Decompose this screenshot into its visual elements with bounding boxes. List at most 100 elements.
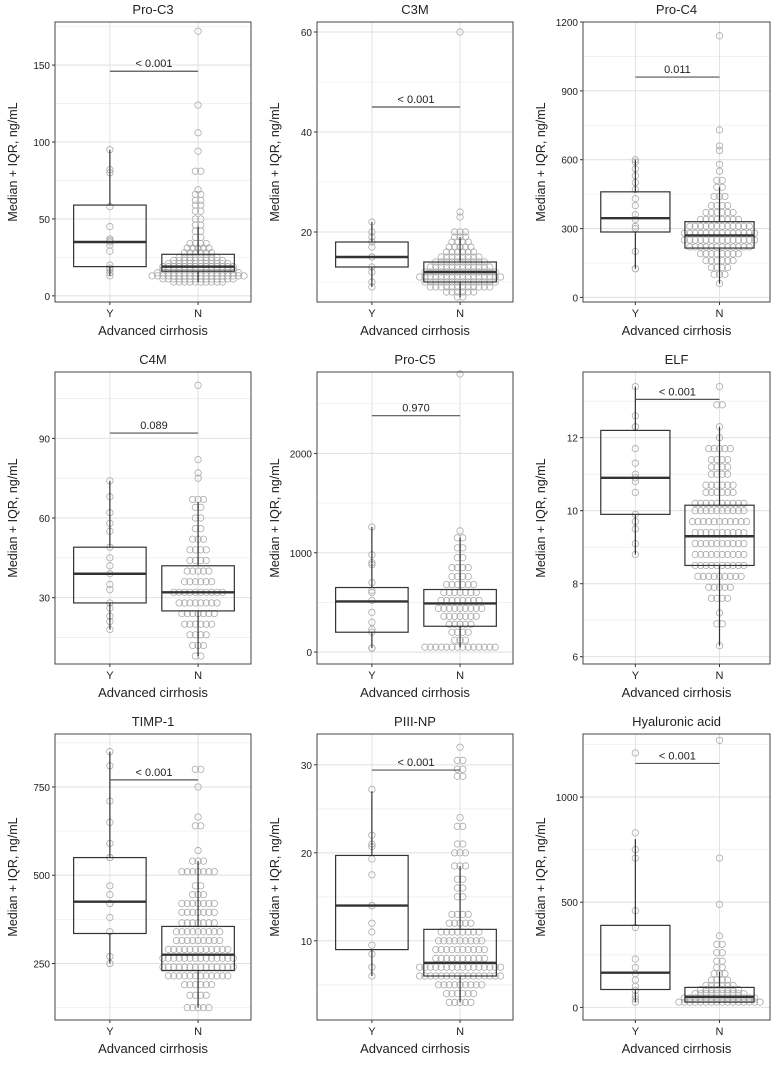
data-point-n: [729, 507, 737, 515]
data-point-n: [234, 272, 243, 280]
y-tick-label: 750: [33, 783, 50, 794]
y-tick-label: 600: [561, 156, 578, 167]
data-point-n: [721, 270, 729, 279]
data-point-n: [202, 599, 210, 607]
data-point-n: [697, 550, 705, 559]
data-point-n: [496, 273, 505, 281]
data-point-n: [724, 236, 732, 244]
data-point-n: [469, 283, 478, 291]
data-point-n: [453, 772, 461, 780]
data-point-n: [218, 945, 226, 953]
p-value-label: < 0.001: [659, 750, 696, 762]
y-tick-label: 100: [33, 138, 50, 149]
data-point-y: [631, 829, 639, 837]
data-point-n: [475, 946, 483, 954]
x-tick-label: N: [194, 1026, 202, 1038]
data-point-n: [697, 985, 705, 994]
chart-title: Hyaluronic acid: [632, 714, 721, 729]
data-point-n: [459, 263, 467, 271]
plot-frame: [54, 733, 252, 1021]
data-point-n: [199, 641, 208, 650]
x-tick-label: N: [716, 308, 724, 320]
data-point-n: [442, 273, 451, 281]
data-point-n: [426, 283, 434, 291]
data-point-n: [194, 813, 202, 821]
y-tick-label: 10: [567, 507, 579, 518]
data-point-n: [715, 854, 724, 862]
data-point-n: [729, 539, 737, 548]
iqr-box-y: [600, 924, 671, 991]
data-point-y: [106, 554, 114, 562]
data-point-n: [705, 572, 713, 580]
data-point-n: [729, 243, 737, 251]
data-point-n: [202, 256, 210, 265]
data-point-n: [210, 928, 218, 936]
data-point-n: [724, 550, 732, 559]
data-point-n: [456, 213, 464, 221]
x-tick-label: Y: [368, 308, 376, 320]
data-point-n: [437, 954, 445, 962]
data-point-n: [186, 239, 194, 248]
data-point-n: [432, 946, 440, 954]
data-point-n: [469, 989, 478, 998]
data-point-n: [189, 857, 197, 865]
data-point-n: [702, 981, 710, 989]
data-point-n: [448, 564, 456, 572]
data-point-n: [189, 891, 197, 899]
data-point-n: [205, 1004, 213, 1012]
data-point-n: [459, 822, 467, 831]
data-point-n: [734, 215, 743, 223]
data-point-n: [172, 928, 181, 936]
data-point-n: [734, 236, 743, 244]
data-point-n: [469, 263, 478, 271]
data-point-n: [461, 849, 470, 857]
data-point-n: [186, 620, 194, 628]
data-point-y: [631, 202, 639, 210]
data-point-n: [478, 937, 486, 945]
data-point-n: [740, 243, 748, 251]
data-point-n: [451, 919, 459, 927]
data-point-n: [218, 256, 226, 265]
data-point-n: [480, 273, 488, 281]
data-point-n: [707, 594, 716, 602]
data-point-n: [205, 936, 213, 945]
data-point-n: [456, 937, 464, 945]
y-tick-label: 0: [306, 648, 312, 659]
data-point-n: [710, 270, 718, 279]
x-tick-label: N: [456, 1026, 464, 1038]
data-point-n: [721, 583, 729, 591]
data-point-n: [694, 572, 702, 580]
data-point-n: [189, 899, 197, 908]
data-point-n: [729, 208, 737, 217]
data-point-n: [197, 578, 205, 586]
data-point-n: [686, 243, 694, 251]
data-point-n: [456, 28, 464, 36]
data-point-n: [710, 572, 718, 580]
data-point-n: [461, 998, 470, 1006]
data-point-n: [707, 550, 716, 559]
data-point-n: [713, 957, 721, 965]
data-point-n: [729, 236, 737, 244]
data-point-y: [368, 608, 376, 616]
data-point-n: [459, 756, 467, 765]
data-point-n: [153, 269, 162, 277]
data-point-n: [694, 518, 702, 526]
data-point-n: [737, 518, 745, 526]
data-point-n: [448, 628, 456, 636]
data-point-n: [445, 937, 453, 945]
data-point-n: [153, 272, 162, 280]
data-point-n: [415, 273, 424, 281]
chart-svg: C4M 30 60 90 Y N Advanced cirrhosis Median + IQ…: [6, 352, 252, 700]
data-point-y: [631, 749, 639, 757]
data-point-n: [718, 176, 726, 184]
x-tick-label: Y: [368, 670, 376, 682]
data-point-n: [448, 580, 456, 589]
data-point-n: [691, 236, 699, 244]
data-point-n: [464, 273, 472, 281]
data-point-n: [710, 192, 718, 201]
data-point-n: [207, 981, 216, 989]
data-point-n: [432, 273, 440, 281]
data-point-n: [461, 981, 470, 989]
data-point-n: [415, 963, 424, 971]
data-point-n: [705, 518, 713, 526]
